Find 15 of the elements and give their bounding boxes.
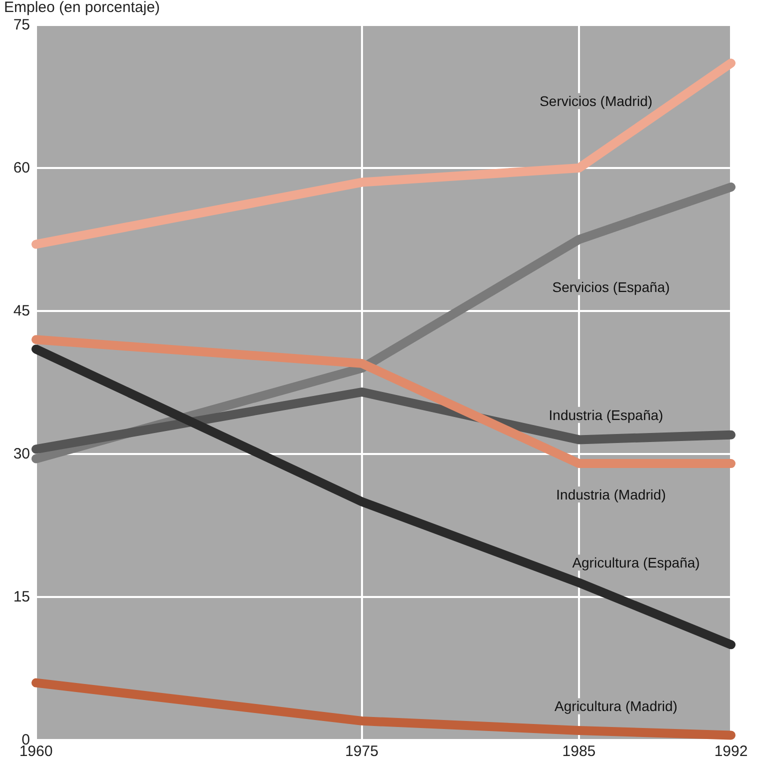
x-tick-label: 1985 [562, 743, 596, 760]
series-label: Servicios (España) [552, 279, 670, 296]
y-tick-label: 15 [13, 588, 30, 606]
series-label: Industria (Madrid) [556, 486, 666, 503]
y-tick-label: 60 [13, 160, 30, 176]
x-tick-label: 1992 [714, 743, 748, 760]
series-label: Industria (España) [548, 406, 664, 423]
series-label: Servicios (Madrid) [540, 93, 652, 110]
series-label: Agricultura (Madrid) [554, 698, 678, 714]
series-label: Agricultura (España) [572, 554, 700, 571]
x-tick-label: 1975 [345, 743, 378, 760]
y-tick-label: 45 [13, 302, 30, 320]
y-tick-label: 30 [13, 446, 30, 462]
y-axis-title: Empleo (en porcentaje) [4, 0, 160, 16]
y-tick-label: 75 [13, 16, 30, 34]
